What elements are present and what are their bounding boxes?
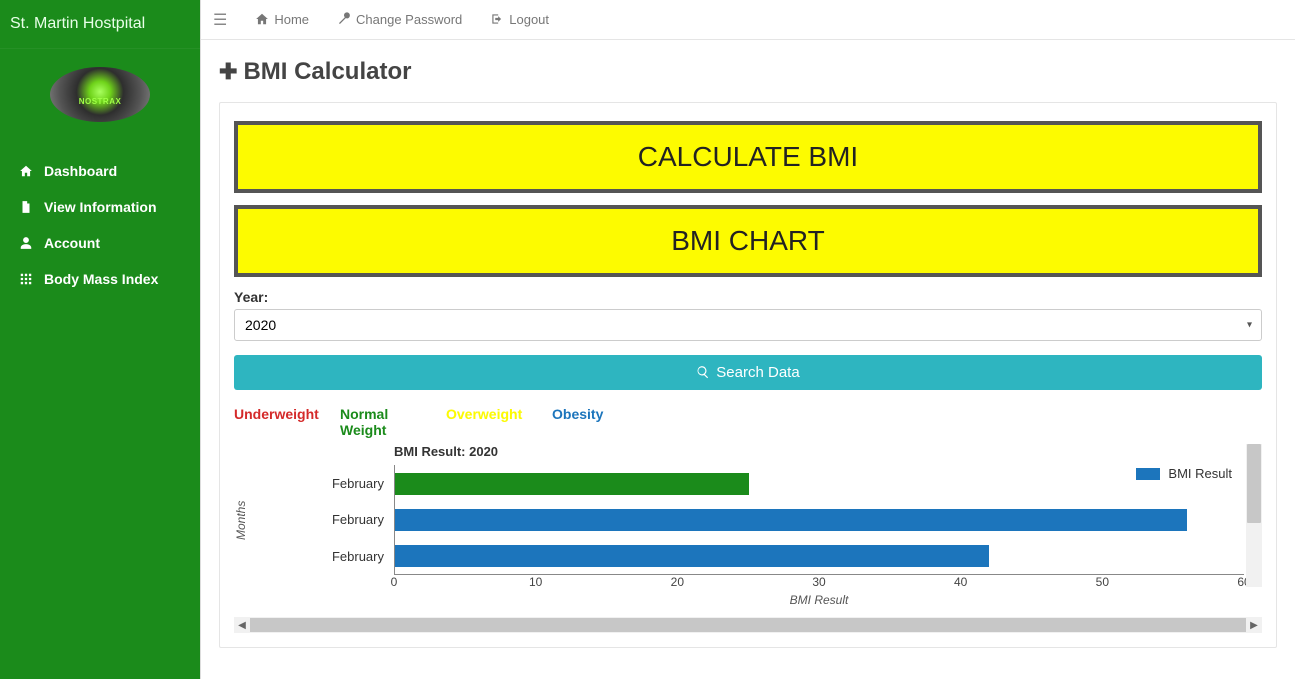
y-axis-label: Months [234, 465, 254, 575]
search-data-button[interactable]: Search Data [234, 355, 1262, 390]
panel: CALCULATE BMI BMI CHART Year: 2020 ▾ Sea… [219, 102, 1277, 648]
category-obesity: Obesity [552, 406, 630, 438]
sidebar-item-bmi[interactable]: Body Mass Index [0, 261, 200, 297]
x-ticks: 0102030405060 [394, 575, 1244, 591]
brand-title: St. Martin Hostpital [0, 0, 200, 49]
x-axis-label: BMI Result [394, 593, 1244, 607]
scrollbar-thumb[interactable] [250, 618, 1246, 632]
page-title-text: BMI Calculator [243, 58, 411, 86]
vertical-scrollbar[interactable] [1246, 444, 1262, 587]
y-tick-label: February [254, 476, 384, 491]
category-overweight: Overweight [446, 406, 524, 438]
search-data-label: Search Data [716, 364, 799, 381]
main: ☰ Home Change Password Logout ✚ BMI Calc… [200, 0, 1295, 679]
sidebar-nav: Dashboard View Information Account Body … [0, 147, 200, 303]
sidebar: St. Martin Hostpital Dashboard View Info… [0, 0, 200, 679]
year-select[interactable]: 2020 [234, 309, 1262, 341]
scrollbar-track[interactable] [250, 617, 1246, 633]
calculate-bmi-button[interactable]: CALCULATE BMI [234, 121, 1262, 193]
topbar-home-label: Home [274, 12, 309, 27]
horizontal-scrollbar[interactable]: ◀ ▶ [234, 617, 1262, 633]
file-icon [18, 199, 34, 215]
sidebar-item-label: Dashboard [44, 163, 117, 179]
topbar-change-password-link[interactable]: Change Password [337, 12, 462, 27]
x-tick-label: 0 [391, 575, 398, 589]
sidebar-item-account[interactable]: Account [0, 225, 200, 261]
hospital-logo [50, 67, 150, 122]
menu-toggle-icon[interactable]: ☰ [213, 10, 227, 30]
sidebar-item-label: View Information [44, 199, 157, 215]
chart-plot [394, 465, 1244, 575]
topbar-logout-label: Logout [509, 12, 549, 27]
y-tick-label: February [254, 549, 384, 564]
x-tick-label: 10 [529, 575, 542, 589]
topbar: ☰ Home Change Password Logout [201, 0, 1295, 40]
wrench-icon [337, 12, 351, 27]
grid-icon [18, 271, 34, 287]
topbar-home-link[interactable]: Home [255, 12, 309, 27]
bmi-chart-button[interactable]: BMI CHART [234, 205, 1262, 277]
sidebar-item-dashboard[interactable]: Dashboard [0, 153, 200, 189]
scroll-right-icon[interactable]: ▶ [1246, 620, 1262, 631]
search-icon [696, 364, 710, 381]
chart-bar [395, 545, 989, 567]
chart-area: BMI Result: 2020 BMI Result Months Febru… [234, 444, 1262, 607]
bmi-category-legend: Underweight Normal Weight Overweight Obe… [234, 406, 1262, 438]
scrollbar-thumb[interactable] [1247, 444, 1261, 523]
sidebar-item-label: Account [44, 235, 100, 251]
x-tick-label: 20 [671, 575, 684, 589]
category-normal: Normal Weight [340, 406, 418, 438]
y-labels: February February February [254, 465, 394, 575]
plus-icon: ✚ [219, 59, 237, 85]
chart-title: BMI Result: 2020 [394, 444, 1244, 459]
year-label: Year: [234, 289, 268, 305]
topbar-change-password-label: Change Password [356, 12, 462, 27]
page-title: ✚ BMI Calculator [219, 58, 1277, 86]
topbar-logout-link[interactable]: Logout [490, 12, 549, 27]
x-tick-label: 30 [812, 575, 825, 589]
sidebar-item-view-information[interactable]: View Information [0, 189, 200, 225]
home-icon [255, 12, 269, 27]
chart-bar [395, 509, 1187, 531]
sidebar-item-label: Body Mass Index [44, 271, 158, 287]
x-tick-label: 50 [1096, 575, 1109, 589]
home-icon [18, 163, 34, 179]
logo-wrap [0, 49, 200, 147]
content: ✚ BMI Calculator CALCULATE BMI BMI CHART… [201, 40, 1295, 648]
scroll-left-icon[interactable]: ◀ [234, 620, 250, 631]
x-tick-label: 40 [954, 575, 967, 589]
year-row: Year: 2020 ▾ [234, 289, 1262, 341]
category-underweight: Underweight [234, 406, 312, 438]
chart-bar [395, 473, 749, 495]
y-tick-label: February [254, 512, 384, 527]
user-icon [18, 235, 34, 251]
logout-icon [490, 12, 504, 27]
